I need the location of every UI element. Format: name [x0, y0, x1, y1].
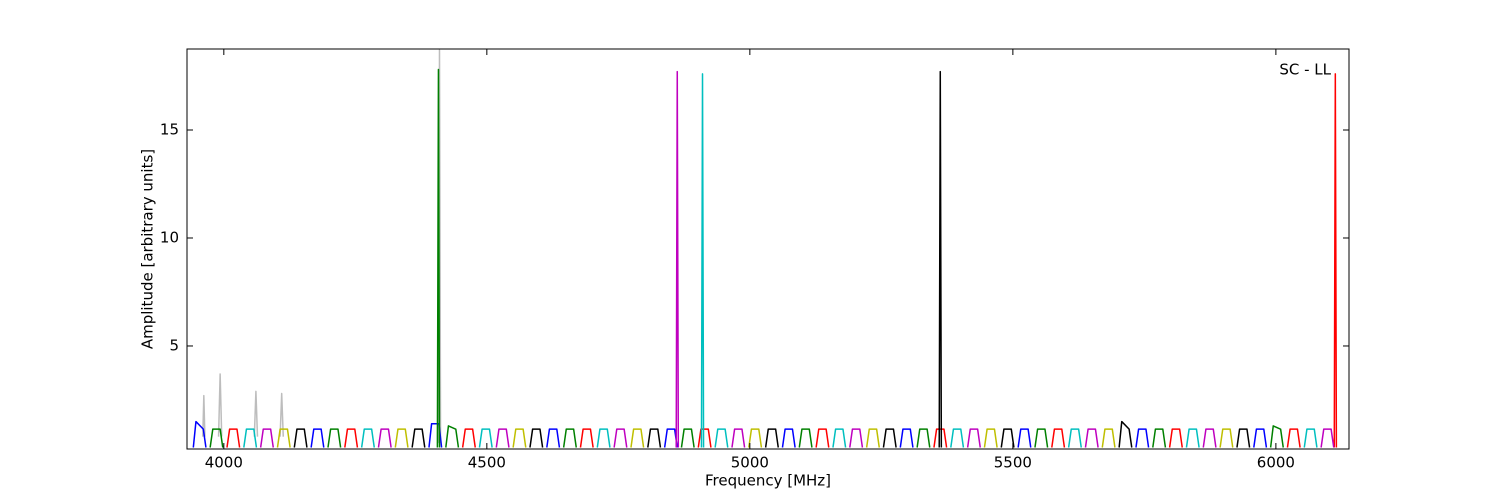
- y-tick-label: 15: [160, 120, 179, 138]
- x-tick-label: 4500: [468, 454, 506, 472]
- spectrum-line: [192, 420, 1268, 448]
- plot-area: [192, 49, 1338, 448]
- y-tick-label: 5: [169, 336, 179, 354]
- axes-frame: [186, 48, 1350, 450]
- x-tick-label: 5000: [731, 454, 769, 472]
- spectrum-line: [259, 70, 1335, 448]
- spectrum-line: [276, 428, 1234, 448]
- x-tick-label: 5500: [994, 454, 1032, 472]
- x-tick-label: 6000: [1257, 454, 1295, 472]
- spectrum-line: [293, 70, 1251, 448]
- x-axis-label: Frequency [MHz]: [705, 472, 831, 490]
- spectrum-line: [226, 73, 1338, 448]
- spectrum-line: [202, 49, 442, 444]
- spectrum-line: [243, 73, 1318, 448]
- spectrum-line: [209, 68, 1284, 448]
- y-tick-label: 10: [160, 228, 179, 246]
- annotation: SC - LL: [1279, 61, 1331, 79]
- y-axis-label: Amplitude [arbitrary units]: [139, 149, 157, 349]
- x-tick-label: 4000: [205, 454, 243, 472]
